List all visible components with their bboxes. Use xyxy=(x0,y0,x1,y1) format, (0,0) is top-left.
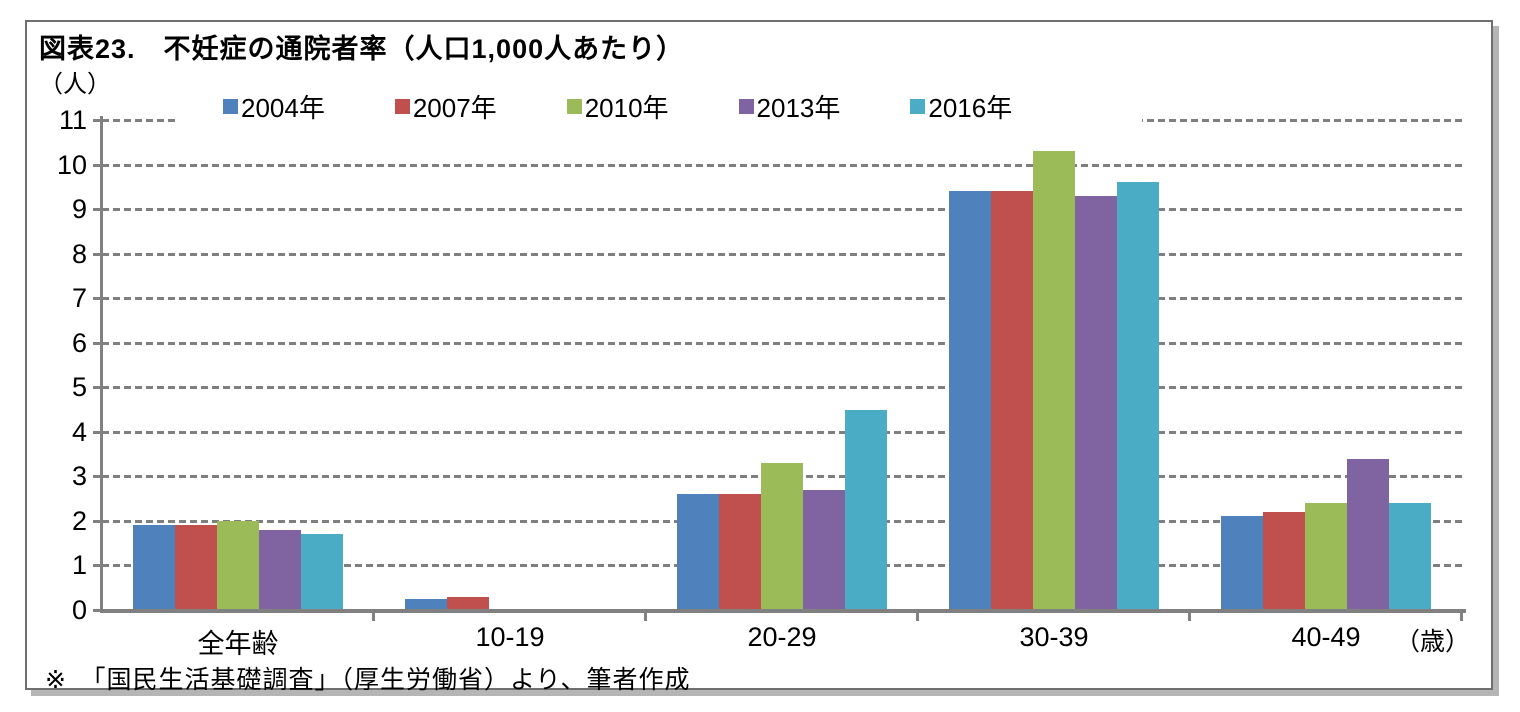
y-axis-tick-label: 10 xyxy=(56,149,87,180)
legend-label: 2007年 xyxy=(412,92,497,123)
bar-2013年-40-49 xyxy=(1347,458,1389,610)
bar-2016年-40-49 xyxy=(1389,503,1431,610)
bar-2016年-全年齢 xyxy=(301,534,343,610)
y-axis-tick-label: 7 xyxy=(71,283,87,314)
x-axis-tick xyxy=(916,612,919,621)
x-category-label-40-49: 40-49 xyxy=(1291,622,1361,652)
y-axis-tick-label: 5 xyxy=(71,372,87,403)
x-axis-tick xyxy=(372,612,375,621)
gridline-y-10 xyxy=(102,163,1462,167)
y-axis-tick xyxy=(93,163,102,167)
bar-2007年-30-39 xyxy=(991,191,1033,610)
chart-legend: 2004年 2007年 2010年 2013年 2016年 xyxy=(177,86,1142,126)
bar-2010年-40-49 xyxy=(1305,503,1347,610)
y-axis-tick-label: 9 xyxy=(71,194,87,225)
bar-2010年-30-39 xyxy=(1033,151,1075,610)
bar-2013年-全年齢 xyxy=(259,529,301,610)
plot-area xyxy=(102,119,1462,610)
x-axis-tick xyxy=(644,612,647,621)
legend-item-2004年: 2004年 xyxy=(223,88,325,125)
bar-2013年-20-29 xyxy=(803,489,845,610)
bar-group-30-39 xyxy=(918,120,1190,610)
y-axis-tick xyxy=(93,252,102,256)
gridline-y-8 xyxy=(102,252,1462,256)
x-category-label-全年齢: 全年齢 xyxy=(197,629,279,659)
bar-group-10-19 xyxy=(374,120,646,610)
gridline-y-7 xyxy=(102,297,1462,301)
gridline-y-6 xyxy=(102,341,1462,345)
gridline-y-5 xyxy=(102,386,1462,390)
bar-2016年-20-29 xyxy=(845,409,887,610)
legend-item-2007年: 2007年 xyxy=(394,88,497,125)
y-axis-tick-label: 1 xyxy=(71,550,87,581)
legend-item-2016年: 2016年 xyxy=(910,88,1012,125)
legend-swatch-icon xyxy=(394,98,410,114)
y-axis-tick-label: 6 xyxy=(71,327,87,358)
legend-swatch-icon xyxy=(223,98,238,114)
legend-label: 2010年 xyxy=(584,92,669,123)
y-axis-line xyxy=(100,116,103,613)
y-axis-tick xyxy=(93,297,102,301)
x-category-label-30-39: 30-39 xyxy=(1019,622,1089,652)
chart-figure: 図表23. 不妊症の通院者率（人口1,000人あたり） （人） 2004年 200… xyxy=(25,20,1493,694)
legend-swatch-icon xyxy=(738,98,754,114)
bar-2013年-30-39 xyxy=(1075,195,1117,610)
x-category-label-20-29: 20-29 xyxy=(747,622,817,652)
x-axis-tick xyxy=(1188,612,1191,621)
gridline-y-4 xyxy=(102,430,1462,434)
bar-2007年-10-19 xyxy=(447,596,489,610)
y-axis-tick-label: 8 xyxy=(71,238,87,269)
bar-group-20-29 xyxy=(646,120,918,610)
legend-label: 2004年 xyxy=(241,92,325,123)
x-category-label-10-19: 10-19 xyxy=(475,622,545,652)
legend-item-2013年: 2013年 xyxy=(738,88,841,125)
legend-label: 2013年 xyxy=(756,92,841,123)
bar-2004年-20-29 xyxy=(677,494,719,610)
bar-2007年-全年齢 xyxy=(175,525,217,610)
x-axis-tick xyxy=(1460,612,1463,621)
bar-2004年-全年齢 xyxy=(133,525,175,610)
x-axis-unit-label: （歳） xyxy=(1395,628,1471,656)
y-axis-unit-label: （人） xyxy=(39,71,111,98)
y-axis-tick-label: 2 xyxy=(71,505,87,536)
gridline-y-9 xyxy=(102,208,1462,212)
bar-2007年-20-29 xyxy=(719,494,761,610)
bar-group-40-49 xyxy=(1190,120,1462,610)
y-axis-tick xyxy=(93,208,102,212)
y-axis-tick xyxy=(93,564,102,568)
y-axis-tick-label: 4 xyxy=(71,416,87,447)
x-axis-line xyxy=(100,609,1466,613)
chart-title: 図表23. 不妊症の通院者率（人口1,000人あたり） xyxy=(39,34,685,64)
y-axis-tick-label: 3 xyxy=(71,461,87,492)
legend-item-2010年: 2010年 xyxy=(566,88,669,125)
bar-2004年-10-19 xyxy=(405,598,447,610)
bar-2004年-40-49 xyxy=(1221,516,1263,610)
y-axis-tick xyxy=(93,386,102,390)
bar-2007年-40-49 xyxy=(1263,512,1305,610)
bar-2010年-全年齢 xyxy=(217,520,259,610)
y-axis-tick xyxy=(93,341,102,345)
legend-label: 2016年 xyxy=(928,92,1013,123)
y-axis-tick-label: 11 xyxy=(58,105,87,135)
y-axis-tick-label: 0 xyxy=(71,595,87,625)
bar-group-全年齢 xyxy=(102,120,374,610)
legend-swatch-icon xyxy=(566,98,582,114)
bar-2004年-30-39 xyxy=(949,191,991,610)
y-axis-tick xyxy=(93,609,102,612)
y-axis-tick xyxy=(93,119,102,122)
legend-swatch-icon xyxy=(910,98,926,114)
y-axis-tick xyxy=(93,519,102,523)
bar-2010年-20-29 xyxy=(761,463,803,610)
bar-2016年-30-39 xyxy=(1117,182,1159,610)
y-axis-tick xyxy=(93,430,102,434)
source-footnote: ※ 「国民生活基礎調査」（厚生労働省）より、筆者作成 xyxy=(45,666,691,694)
y-axis-tick xyxy=(93,475,102,479)
